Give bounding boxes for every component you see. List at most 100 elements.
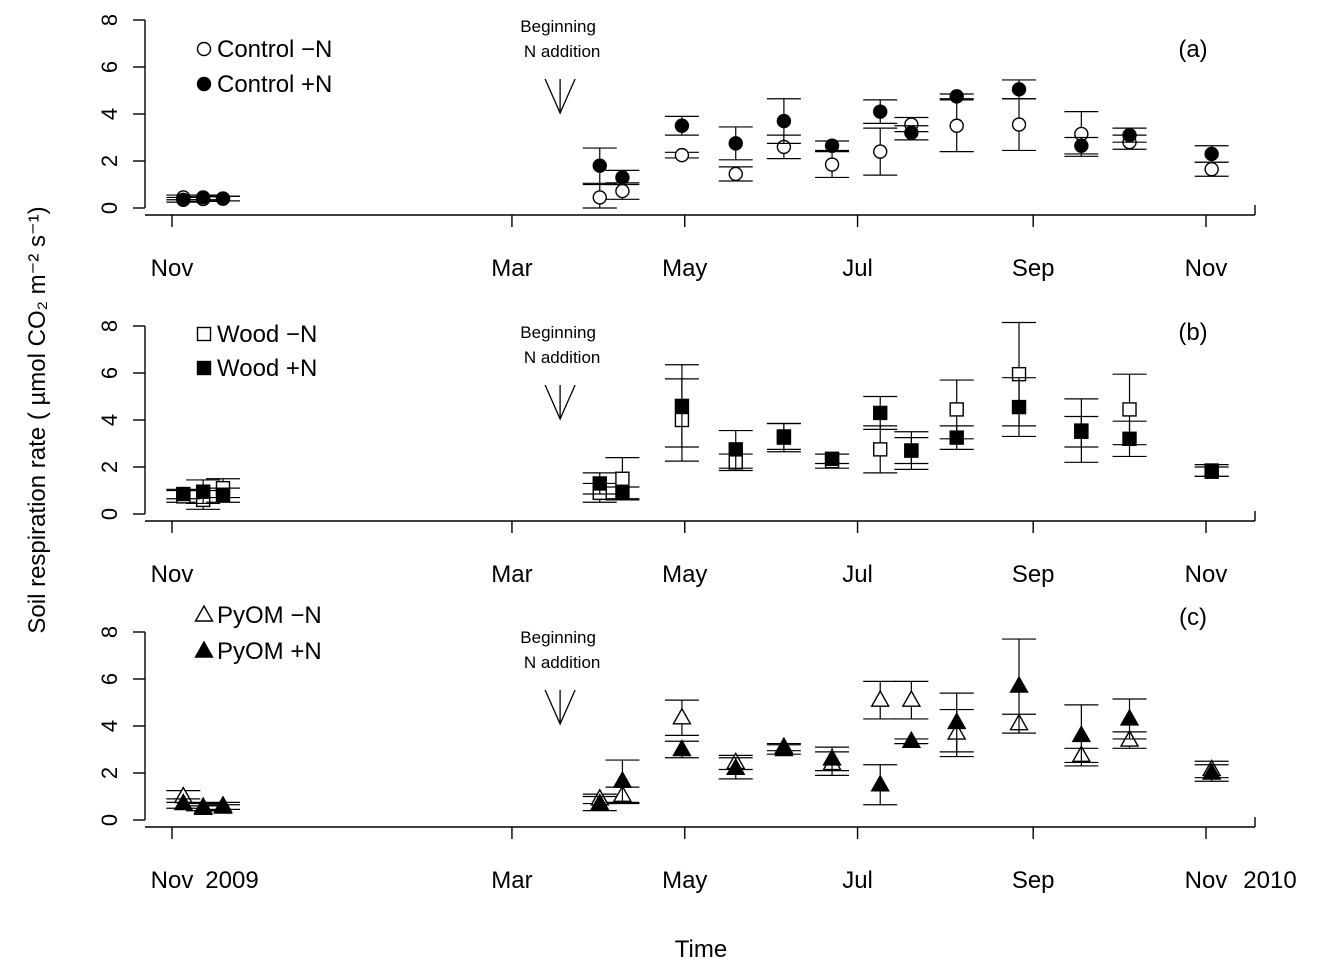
data-point [215,191,231,206]
data-point [873,144,888,159]
data-point [1204,146,1219,162]
legend-label: Control +N [217,71,332,98]
data-point [870,774,890,792]
data-point [1011,399,1027,415]
data-point [612,770,633,788]
year-label-end: 2010 [1243,867,1296,894]
legend-marker-open [196,41,212,57]
annotation-line1: Beginning [520,323,596,342]
y-tick-label: 2 [97,461,122,473]
panel-a: 0 2 4 6 8 Nov Mar May Jul Sep Nov (a) Beginning N add… [97,14,1256,282]
panel-label: (b) [1178,319,1207,346]
panel-label: (c) [1179,604,1207,631]
x-tick-label-jul: Jul [842,255,873,282]
data-point [592,476,607,491]
data-point [615,183,630,199]
data-point [870,689,890,707]
data-point [195,484,211,499]
annotation-line1: Beginning [520,17,596,36]
legend-label: Wood −N [217,321,317,348]
data-point [215,488,231,503]
data-point [615,471,630,486]
annotation-arrow-head [544,78,576,115]
data-point [1204,162,1219,177]
x-axis-title: Time [675,936,727,963]
data-point [728,442,743,457]
legend-marker-filled [196,76,212,92]
data-point [822,748,842,766]
x-tick-label-sep: Sep [1012,867,1055,894]
annotation-line1: Beginning [520,628,596,647]
data-point [1122,431,1137,446]
year-label-start: 2009 [205,867,258,894]
data-point [1071,724,1092,743]
data-point [672,739,692,757]
data-point [726,757,746,775]
data-point [674,147,690,163]
data-point [615,485,630,501]
data-point [195,190,211,205]
data-point [176,486,191,502]
data-point [774,739,794,757]
data-point [901,689,922,707]
data-point [1204,463,1219,478]
y-tick-label: 4 [97,720,122,732]
x-tick-label-may: May [662,255,707,282]
y-tick-label: 0 [97,814,122,826]
x-tick-label-mar: Mar [491,255,532,282]
y-tick-label: 8 [97,14,122,26]
data-point [1074,424,1089,439]
x-tick-label-jul: Jul [842,867,873,894]
legend-marker-filled [196,360,212,376]
y-tick-label: 8 [97,320,122,332]
annotation-line2: N addition [524,653,601,672]
x-tick-label-may: May [662,561,707,588]
data-point [592,158,607,173]
data-point [949,118,964,133]
data-point [904,125,919,141]
data-point [1122,402,1137,417]
data-point [949,89,964,104]
y-tick-label: 6 [97,61,122,73]
data-point [776,113,792,129]
series-wood-+n [166,364,1229,505]
legend-marker-filled [194,640,214,658]
y-tick-label: 0 [97,508,122,520]
panel-label: (a) [1178,36,1207,63]
x-tick-label-sep: Sep [1012,561,1055,588]
x-tick-label-nov: Nov [151,255,194,282]
data-point [901,730,922,748]
x-tick-label-nov: Nov [151,867,194,894]
data-point [873,442,888,457]
data-point [873,104,888,119]
x-tick-label-sep: Sep [1012,255,1055,282]
data-point [947,712,967,730]
data-point [592,190,607,205]
y-axis-title: Soil respiration rate ( µmol CO₂ m⁻² s⁻¹… [24,206,51,633]
x-tick-label-nov: Nov [1185,255,1228,282]
y-tick-label: 4 [97,108,122,120]
data-point [213,796,233,814]
x-tick-label-mar: Mar [491,561,532,588]
data-point [1011,117,1027,132]
data-point [776,430,792,445]
data-point [590,793,610,811]
legend-marker-open [194,604,214,622]
data-point [949,430,964,445]
panel-c: 0 2 4 6 8 Nov Mar May Jul Sep Nov (c) Beginning N add… [97,602,1256,894]
legend-marker-open [196,326,212,342]
legend-label: PyOM +N [217,638,322,665]
data-point [1201,762,1222,780]
x-tick-label-jul: Jul [842,561,873,588]
y-tick-label: 8 [97,626,122,638]
legend-label: PyOM −N [217,602,322,629]
x-tick-label-nov: Nov [1185,561,1228,588]
data-point [674,118,690,133]
data-point [824,157,840,172]
data-point [1122,127,1137,143]
series-control-+n [166,79,1229,207]
series-pyom-+n [166,638,1229,815]
annotation-arrow-head [544,384,576,421]
data-point [824,138,840,153]
